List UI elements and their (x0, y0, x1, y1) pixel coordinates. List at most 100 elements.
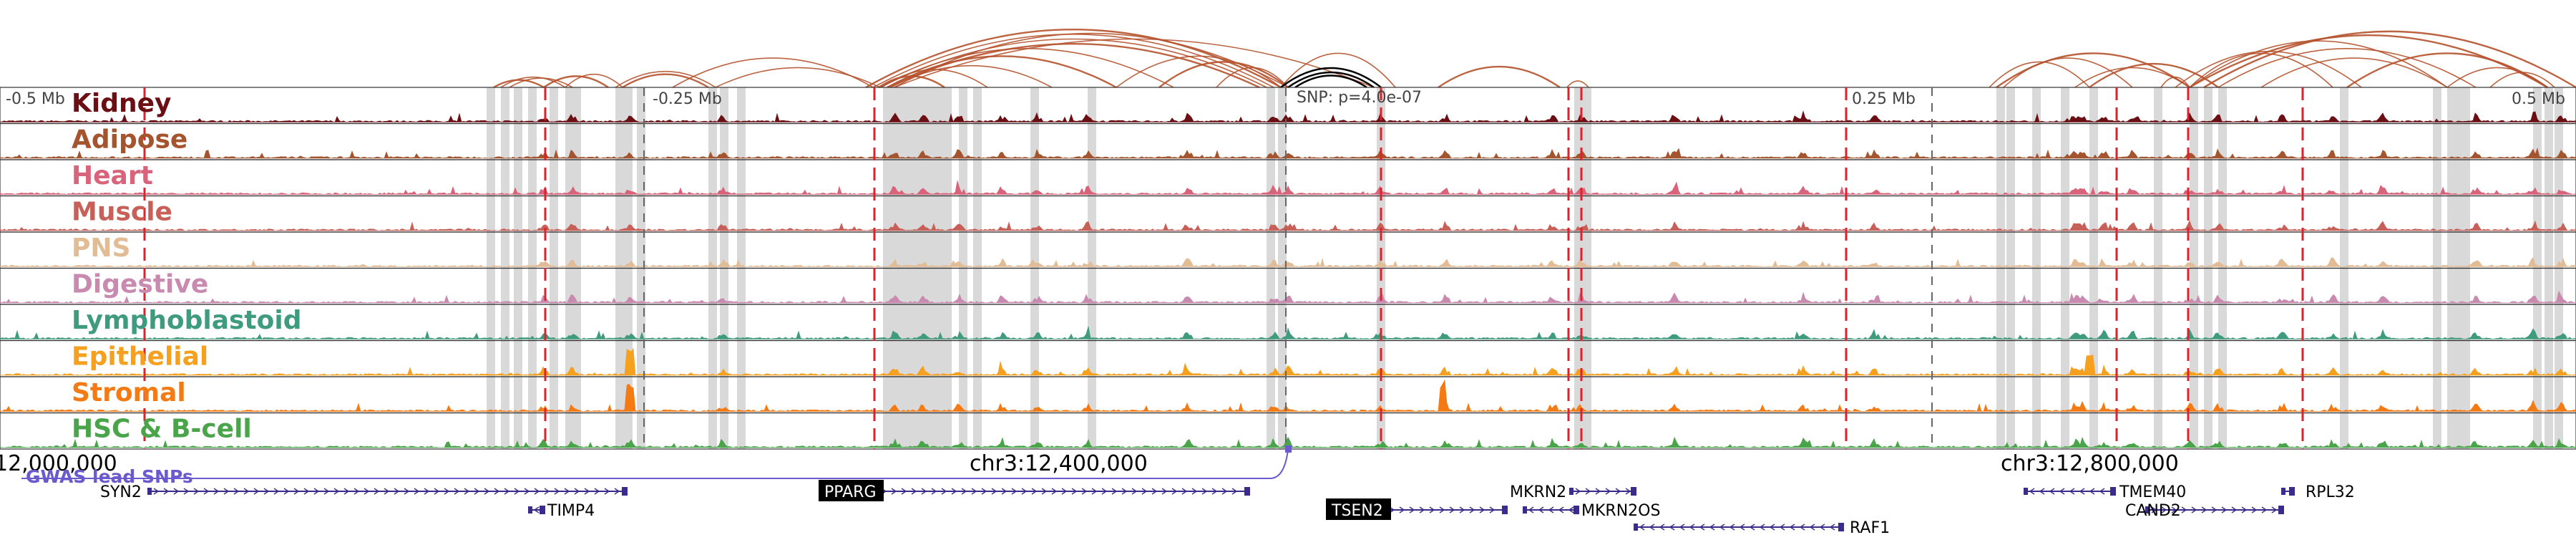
strand-arrow (524, 488, 530, 495)
strand-arrow (2079, 488, 2085, 495)
strand-arrow (323, 488, 330, 495)
gene-label[interactable]: MKRN2 (1510, 483, 1566, 501)
strand-arrow (1091, 488, 1098, 495)
strand-arrow (1469, 506, 1475, 514)
gene-label[interactable]: CAND2 (2125, 502, 2181, 520)
gene-label[interactable]: PPARG (824, 483, 877, 501)
gene-label[interactable]: TIMP4 (547, 502, 595, 520)
strand-arrow (901, 488, 907, 495)
loop-arc (500, 77, 566, 88)
strand-arrow (1399, 506, 1405, 514)
strand-arrow (1141, 488, 1148, 495)
strand-arrow (343, 488, 350, 495)
strand-arrow (1759, 524, 1765, 531)
track-label: Muscle (72, 198, 172, 227)
strand-arrow (1819, 524, 1825, 531)
gene-exon (2281, 488, 2285, 495)
strand-arrow (1615, 488, 1621, 495)
strand-arrow (1528, 506, 1534, 514)
strand-arrow (1231, 488, 1238, 495)
loop-arc (879, 48, 1174, 88)
gene-exon (1631, 487, 1636, 496)
strand-arrow (1101, 488, 1108, 495)
strand-arrow (1191, 488, 1198, 495)
strand-arrow (233, 488, 240, 495)
strand-arrow (183, 488, 190, 495)
gene-exon (1838, 523, 1844, 531)
strand-arrow (1479, 506, 1485, 514)
gene-label[interactable]: MKRN2OS (1581, 502, 1660, 520)
strand-arrow (981, 488, 987, 495)
loop-arc (715, 67, 881, 88)
loop-arc (1158, 61, 1289, 88)
strand-arrow (374, 488, 380, 495)
strand-arrow (1181, 488, 1188, 495)
strand-arrow (1575, 488, 1581, 495)
strand-arrow (1689, 524, 1695, 531)
strand-arrow (1211, 488, 1218, 495)
gene-label[interactable]: TMEM40 (2119, 483, 2186, 501)
strand-arrow (534, 488, 540, 495)
strand-arrow (1041, 488, 1048, 495)
loop-arc (543, 75, 609, 88)
strand-arrow (424, 488, 430, 495)
strand-arrow (273, 488, 280, 495)
loop-arc (1438, 65, 1561, 88)
strand-arrow (1051, 488, 1058, 495)
strand-arrow (941, 488, 947, 495)
gene-label[interactable]: TSEN2 (1331, 502, 1383, 520)
snp-pvalue-label: SNP: p=4.0e-07 (1297, 89, 1422, 107)
accessibility-signal (0, 148, 2576, 159)
gene-exon (540, 506, 545, 514)
strand-arrow (961, 488, 967, 495)
strand-arrow (891, 488, 897, 495)
strand-arrow (2069, 488, 2075, 495)
strand-arrow (1548, 506, 1554, 514)
loop-arc (1996, 52, 2190, 88)
gene-exon (1244, 487, 1250, 496)
loop-arc (672, 57, 874, 88)
loop-arc (2260, 57, 2448, 88)
strand-arrow (1439, 506, 1445, 514)
strand-arrow (921, 488, 927, 495)
gene-label[interactable]: RAF1 (1850, 519, 1890, 537)
strand-arrow (1679, 524, 1685, 531)
strand-arrow (2049, 488, 2055, 495)
strand-arrow (353, 488, 360, 495)
strand-arrow (2261, 506, 2268, 514)
accessibility-signal (0, 326, 2576, 339)
gene-label[interactable]: SYN2 (100, 483, 142, 501)
strand-arrow (1001, 488, 1008, 495)
loop-arc (2489, 72, 2555, 88)
strand-arrow (153, 488, 160, 495)
strand-arrow (1779, 524, 1785, 531)
track-label: Stromal (72, 378, 186, 408)
strand-arrow (414, 488, 420, 495)
strand-arrow (1131, 488, 1138, 495)
gene-label[interactable]: RPL32 (2306, 483, 2355, 501)
loop-arc (887, 55, 1117, 89)
offset-label-neg-0-25: -0.25 Mb (653, 90, 722, 108)
accessibility-signal (0, 110, 2576, 122)
strand-arrow (1789, 524, 1795, 531)
track-label: Adipose (72, 125, 187, 155)
strand-arrow (474, 488, 480, 495)
strand-arrow (1649, 524, 1655, 531)
loop-arc (1216, 67, 1289, 88)
strand-arrow (283, 488, 290, 495)
gwas-snp-marker[interactable] (1285, 445, 1292, 453)
track-labels: Kidney Adipose Heart Muscle PNS Digestive Lymp… (72, 89, 302, 444)
strand-arrow (614, 488, 620, 495)
strand-arrow (253, 488, 260, 495)
gene-annotations: SYN2 TIMP4 PPARG TSEN2 MKRN2 MKRN2OS RAF1 TMEM4… (100, 480, 2355, 537)
chromatin-loop-arcs (493, 29, 2576, 89)
strand-arrow (1111, 488, 1118, 495)
strand-arrow (364, 488, 370, 495)
loop-arc (615, 71, 716, 88)
gene-exon (2110, 487, 2116, 496)
gene-exon (2289, 487, 2295, 496)
strand-arrow (2151, 506, 2157, 514)
strand-arrow (2171, 506, 2177, 514)
snp-loop-arc (1287, 71, 1375, 88)
